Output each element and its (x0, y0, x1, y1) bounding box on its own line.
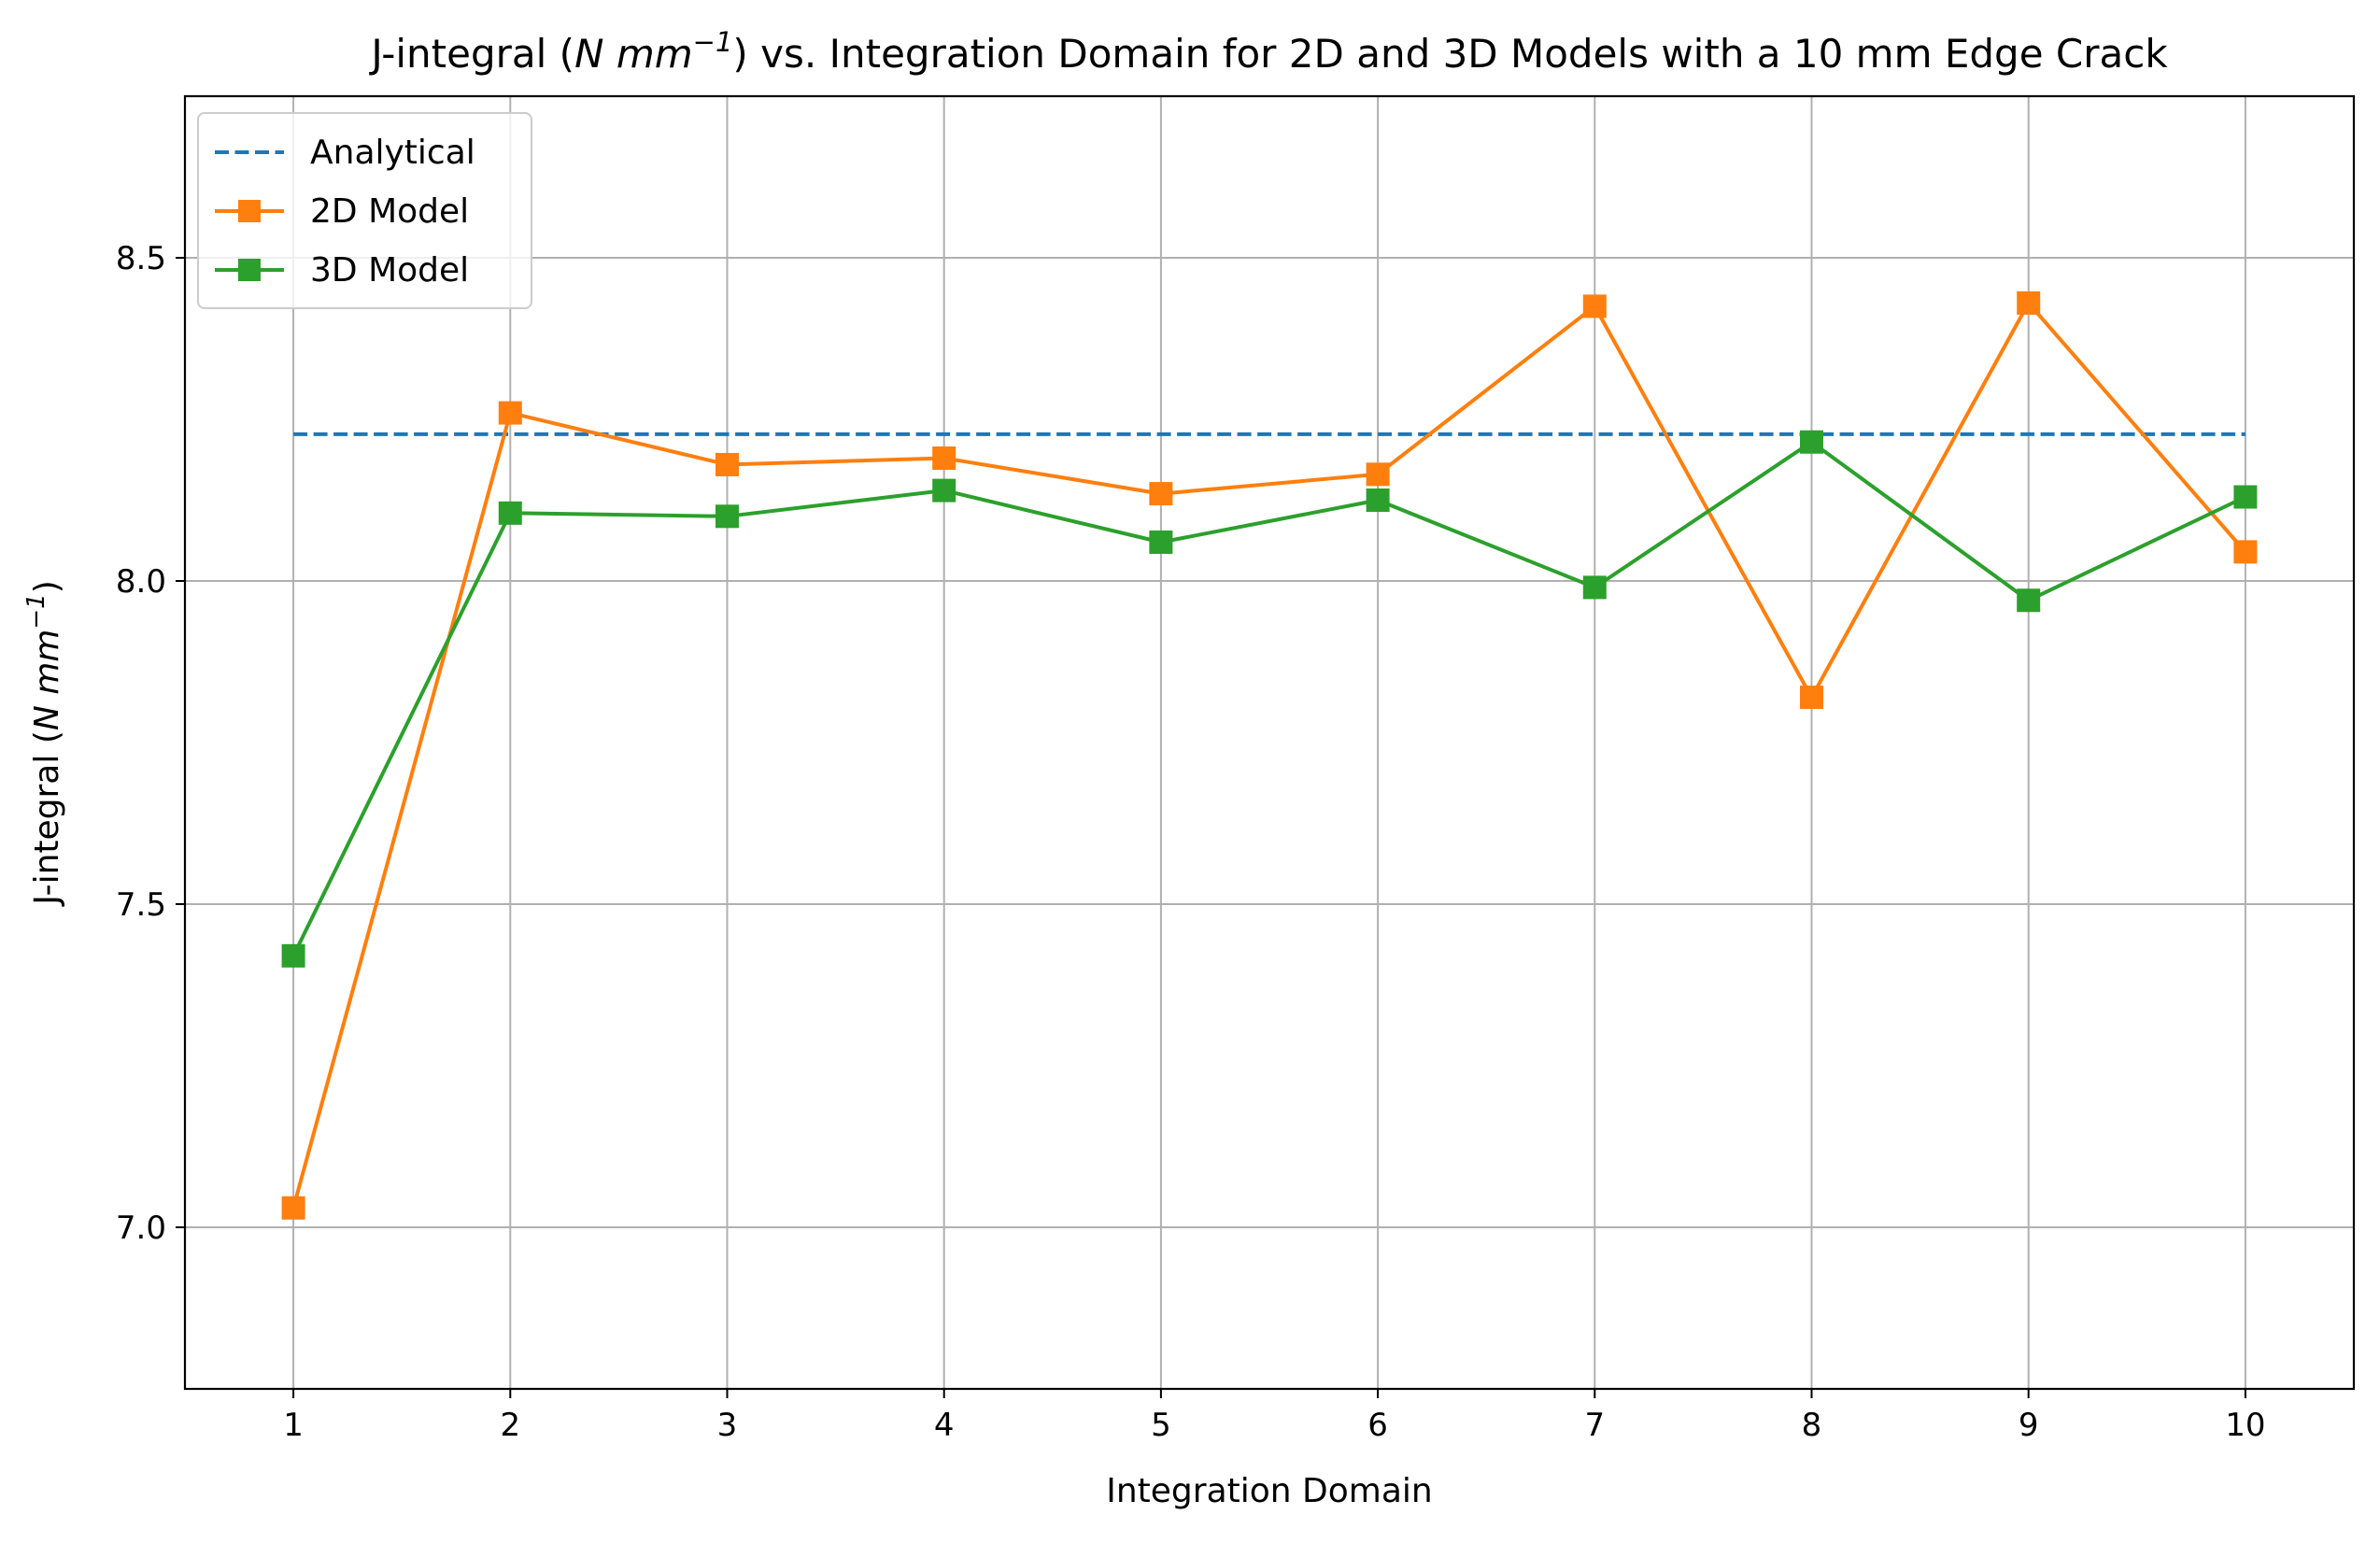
y-label-part: ) (28, 580, 66, 593)
y-axis-label: J-integral (N mm−1) (22, 580, 66, 907)
ticks: 1 2 3 4 5 6 7 8 9 10 7.0 7.5 8.0 8.5 (116, 240, 2266, 1444)
y-tick-label: 8.5 (116, 240, 166, 277)
data-point-3d-model (1366, 488, 1390, 512)
data-point-3d-model (498, 501, 522, 525)
data-point-3d-model (1582, 575, 1607, 600)
data-point-2d-model (281, 1196, 305, 1220)
data-point-3d-model (1800, 430, 1823, 454)
data-point-3d-model (2233, 485, 2258, 509)
legend-label-3d-model: 3D Model (310, 251, 469, 290)
title-part: −1 (693, 26, 733, 58)
legend-marker-2d-model (238, 200, 261, 222)
data-point-3d-model (932, 478, 956, 503)
plot-frame (183, 94, 2356, 1391)
series-3d-model (281, 430, 2258, 968)
legend-label-2d-model: 2D Model (310, 192, 469, 231)
title-part: ) vs. Integration Domain for 2D and 3D M… (732, 31, 2168, 77)
y-tick-label: 8.0 (116, 563, 166, 601)
series-line-3d-model (291, 440, 2246, 957)
legend-label-analytical: Analytical (310, 134, 475, 172)
data-point-3d-model (2017, 588, 2041, 613)
title-part: N mm (574, 31, 693, 77)
data-point-3d-model (1149, 530, 1173, 554)
series-line-2d-model (291, 301, 2247, 1209)
x-tick-label: 10 (2225, 1407, 2265, 1444)
x-tick-label: 9 (2019, 1407, 2039, 1444)
x-tick-label: 1 (283, 1407, 304, 1444)
x-tick-label: 3 (717, 1407, 738, 1444)
data-point-2d-model (932, 446, 956, 471)
x-tick-label: 5 (1151, 1407, 1171, 1444)
data-point-2d-model (1366, 462, 1390, 487)
data-point-2d-model (715, 452, 739, 476)
data-point-2d-model (2017, 290, 2041, 315)
chart-title: J-integral (N mm−1) vs. Integration Doma… (368, 26, 2168, 77)
title-part: J-integral ( (368, 31, 574, 77)
x-tick-label: 7 (1584, 1407, 1605, 1444)
series-layer (281, 290, 2258, 1220)
data-point-2d-model (498, 401, 522, 425)
y-label-part: −1 (22, 593, 50, 629)
data-point-2d-model (1149, 482, 1173, 506)
y-tick-label: 7.5 (116, 886, 166, 924)
data-point-2d-model (1582, 294, 1607, 319)
legend: Analytical 2D Model 3D Model (197, 112, 532, 309)
data-point-3d-model (715, 504, 739, 529)
legend-marker-3d-model (238, 259, 261, 281)
x-axis-label: Integration Domain (1106, 1472, 1433, 1510)
legend-box (197, 112, 532, 309)
x-tick-label: 6 (1367, 1407, 1388, 1444)
series-2d-model (281, 290, 2258, 1220)
x-tick-label: 4 (934, 1407, 955, 1444)
data-point-2d-model (1800, 686, 1823, 710)
y-label-part: J-integral ( (28, 730, 66, 907)
x-tick-label: 2 (500, 1407, 520, 1444)
y-label-part: N mm (28, 630, 66, 731)
x-tick-label: 8 (1802, 1407, 1822, 1444)
y-tick-label: 7.0 (116, 1210, 166, 1247)
data-point-3d-model (281, 943, 305, 968)
data-point-2d-model (2233, 540, 2258, 564)
